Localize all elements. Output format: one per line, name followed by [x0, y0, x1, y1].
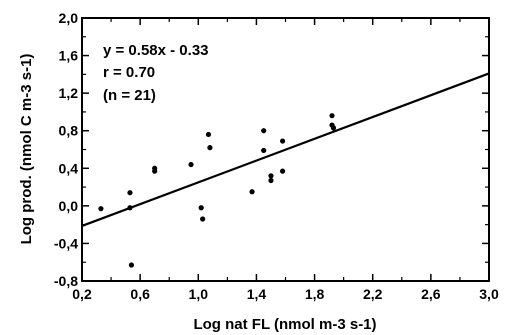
regression-line — [81, 72, 490, 227]
data-point — [279, 168, 286, 174]
data-point — [329, 113, 335, 119]
n-count-label: (n = 21) — [103, 87, 156, 104]
data-point — [198, 205, 204, 211]
data-point — [261, 147, 267, 154]
data-point — [127, 190, 133, 196]
r-value-label: r = 0.70 — [103, 64, 155, 81]
data-point — [268, 177, 274, 184]
annotation-block: y = 0.58x - 0.33 r = 0.70 (n = 21) — [103, 42, 209, 104]
x-tick-label: 1,4 — [247, 286, 267, 302]
y-tick-labels: -0,8 -0,4 0,0 0,4 0,8 1,2 1,6 2,0 — [54, 10, 78, 289]
x-tick-labels: 0,2 0,6 1,0 1,4 1,8 2,2 2,6 3,0 — [72, 286, 499, 302]
y-tick-label: 0,0 — [59, 198, 79, 214]
data-point — [188, 161, 194, 168]
data-point — [128, 262, 135, 268]
data-point — [261, 128, 267, 134]
data-point — [205, 131, 212, 138]
x-tick-label: 1,8 — [305, 286, 325, 302]
data-point — [127, 205, 133, 211]
x-tick-label: 0,6 — [130, 286, 150, 302]
data-point — [279, 138, 286, 144]
data-point — [200, 216, 206, 222]
y-tick-label: -0,4 — [54, 235, 78, 251]
x-axis-title: Log nat FL (nmol m-3 s-1) — [193, 316, 376, 333]
x-tick-label: 2,6 — [421, 286, 441, 302]
y-tick-label: 0,8 — [59, 123, 79, 139]
data-point — [207, 145, 213, 151]
x-tick-label: 0,2 — [72, 286, 92, 302]
y-tick-label: 2,0 — [59, 10, 79, 26]
data-point — [98, 206, 104, 212]
x-tick-label: 2,2 — [363, 286, 383, 302]
y-axis-title: Log prod. (nmol C m-3 s-1) — [18, 54, 35, 245]
data-point — [268, 173, 274, 179]
data-points — [98, 113, 337, 268]
data-point — [330, 125, 337, 131]
y-tick-label: -0,8 — [54, 273, 78, 289]
x-tick-label: 1,0 — [189, 286, 209, 302]
y-tick-label: 1,6 — [59, 48, 79, 64]
data-point — [152, 168, 158, 174]
data-point — [249, 189, 255, 195]
x-tick-label: 3,0 — [479, 286, 499, 302]
equation-label: y = 0.58x - 0.33 — [103, 42, 209, 59]
y-tick-label: 0,4 — [59, 160, 79, 176]
y-tick-label: 1,2 — [59, 85, 79, 101]
